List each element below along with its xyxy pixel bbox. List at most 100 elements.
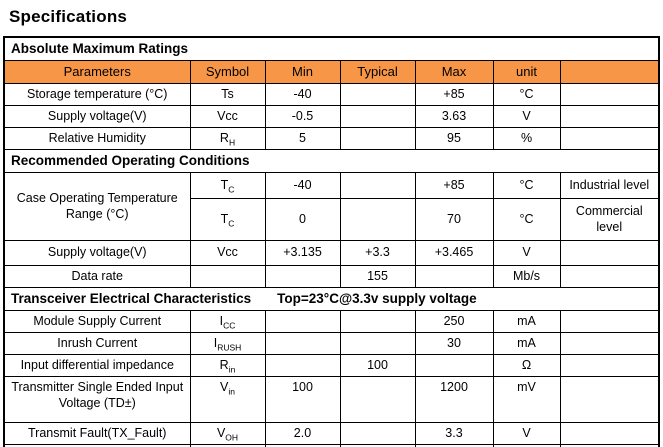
- min-cell: 2.0: [264, 422, 341, 445]
- row-case-temperature-commercial: TC 0 70 °C Commercial level: [4, 198, 660, 241]
- max-cell: [414, 265, 494, 288]
- typical-cell: 100: [339, 354, 416, 377]
- note-cell: [559, 332, 660, 355]
- typical-cell: 155: [339, 265, 416, 288]
- note-cell: [559, 422, 660, 445]
- symbol-cell: VOH: [189, 422, 266, 445]
- typical-cell: [339, 376, 416, 423]
- row-module-supply-current: Module Supply Current ICC 250 mA: [3, 310, 660, 333]
- note-cell: Industrial level: [559, 172, 660, 199]
- symbol-cell: Rin: [189, 354, 266, 377]
- typical-cell: [339, 198, 416, 241]
- symbol-cell: Vin: [189, 376, 266, 423]
- min-cell: -40: [264, 83, 341, 106]
- column-header-min: Min: [264, 60, 341, 84]
- min-cell: [264, 265, 341, 288]
- param-cell: Inrush Current: [3, 332, 191, 355]
- symbol-cell: TC: [189, 172, 266, 199]
- column-header-typical: Typical: [339, 60, 416, 84]
- note-cell: Commercial level: [559, 198, 660, 241]
- max-cell: 95: [414, 127, 494, 150]
- max-cell: 70: [414, 198, 494, 241]
- symbol-cell: Vcc: [189, 240, 266, 266]
- min-cell: -40: [264, 172, 341, 199]
- param-cell: Supply voltage(V): [3, 240, 191, 266]
- param-cell: Supply voltage(V): [3, 105, 191, 128]
- page-title: Specifications: [9, 7, 128, 26]
- section-title-recommended-operating-conditions: Recommended Operating Conditions: [3, 149, 660, 173]
- column-header-parameters: Parameters: [3, 60, 191, 84]
- symbol-cell: IRUSH: [189, 332, 266, 355]
- max-cell: +3.465: [414, 240, 494, 266]
- min-cell: [264, 310, 341, 333]
- note-cell: [559, 354, 660, 377]
- typical-cell: [339, 83, 416, 106]
- typical-cell: [339, 127, 416, 150]
- row-supply-voltage-roc: Supply voltage(V) Vcc +3.135 +3.3 +3.465…: [3, 240, 660, 266]
- row-loss-of-signal: LOSS of Signal (LOS) VOL 0 0.8 V: [3, 444, 660, 447]
- typical-cell: [339, 422, 416, 445]
- section-title-text: Transceiver Electrical Characteristics: [11, 290, 252, 306]
- min-cell: [264, 354, 341, 377]
- note-cell: [559, 240, 660, 266]
- min-cell: 100: [264, 376, 341, 423]
- row-case-temperature-industrial: Case Operating Temperature Range (°C) TC…: [3, 172, 660, 241]
- row-storage-temperature: Storage temperature (°C) Ts -40 +85 °C: [3, 83, 660, 106]
- unit-cell: Ω: [492, 354, 561, 377]
- symbol-cell: Ts: [189, 83, 266, 106]
- note-cell: [559, 83, 660, 106]
- typical-cell: [339, 310, 416, 333]
- unit-cell: °C: [492, 198, 561, 241]
- column-header-max: Max: [414, 60, 494, 84]
- unit-cell: %: [492, 127, 561, 150]
- max-cell: 3.3: [414, 422, 494, 445]
- note-cell: [559, 105, 660, 128]
- unit-cell: Mb/s: [492, 265, 561, 288]
- min-cell: -0.5: [264, 105, 341, 128]
- max-cell: [414, 354, 494, 377]
- typical-cell: +3.3: [339, 240, 416, 266]
- row-inrush-current: Inrush Current IRUSH 30 mA: [3, 332, 660, 355]
- unit-cell: mA: [492, 332, 561, 355]
- param-cell: Input differential impedance: [3, 354, 191, 377]
- typical-cell: [339, 332, 416, 355]
- note-cell: [559, 444, 660, 447]
- row-relative-humidity: Relative Humidity RH 5 95 %: [3, 127, 660, 150]
- param-cell: Data rate: [3, 265, 191, 288]
- section-title-absolute-maximum-ratings: Absolute Maximum Ratings: [3, 36, 660, 61]
- max-cell: 30: [414, 332, 494, 355]
- unit-cell: mA: [492, 310, 561, 333]
- note-cell: [559, 127, 660, 150]
- note-cell: [559, 310, 660, 333]
- max-cell: +85: [414, 83, 494, 106]
- section-header-absolute-maximum-ratings: Absolute Maximum Ratings: [3, 36, 660, 61]
- min-cell: +3.135: [264, 240, 341, 266]
- section-header-transceiver-electrical-characteristics: Transceiver Electrical Characteristics To…: [3, 287, 660, 311]
- specifications-table: Absolute Maximum Ratings Parameters Symb…: [3, 36, 661, 447]
- row-supply-voltage-abs: Supply voltage(V) Vcc -0.5 3.63 V: [3, 105, 660, 128]
- min-cell: 5: [264, 127, 341, 150]
- unit-cell: V: [492, 240, 561, 266]
- section-header-recommended-operating-conditions: Recommended Operating Conditions: [3, 149, 660, 173]
- param-cell: Transmitter Single Ended Input Voltage (…: [3, 376, 191, 423]
- max-cell: 3.63: [414, 105, 494, 128]
- symbol-cell: [189, 265, 266, 288]
- symbol-cell: TC: [189, 198, 266, 241]
- symbol-cell: Vcc: [189, 105, 266, 128]
- typical-cell: [339, 105, 416, 128]
- param-cell: Case Operating Temperature Range (°C): [3, 172, 191, 241]
- unit-cell: °C: [492, 172, 561, 199]
- row-data-rate: Data rate 155 Mb/s: [3, 265, 660, 288]
- row-input-differential-impedance: Input differential impedance Rin 100 Ω: [3, 354, 660, 377]
- max-cell: 250: [414, 310, 494, 333]
- note-cell: [559, 265, 660, 288]
- param-cell: Transmit Fault(TX_Fault): [3, 422, 191, 445]
- unit-cell: °C: [492, 83, 561, 106]
- column-header-symbol: Symbol: [189, 60, 266, 84]
- section-condition-text: Top=23°C@3.3v supply voltage: [277, 290, 477, 306]
- unit-cell: mV: [492, 376, 561, 423]
- param-cell: Relative Humidity: [3, 127, 191, 150]
- row-transmitter-input-voltage: Transmitter Single Ended Input Voltage (…: [3, 376, 660, 423]
- min-cell: [264, 332, 341, 355]
